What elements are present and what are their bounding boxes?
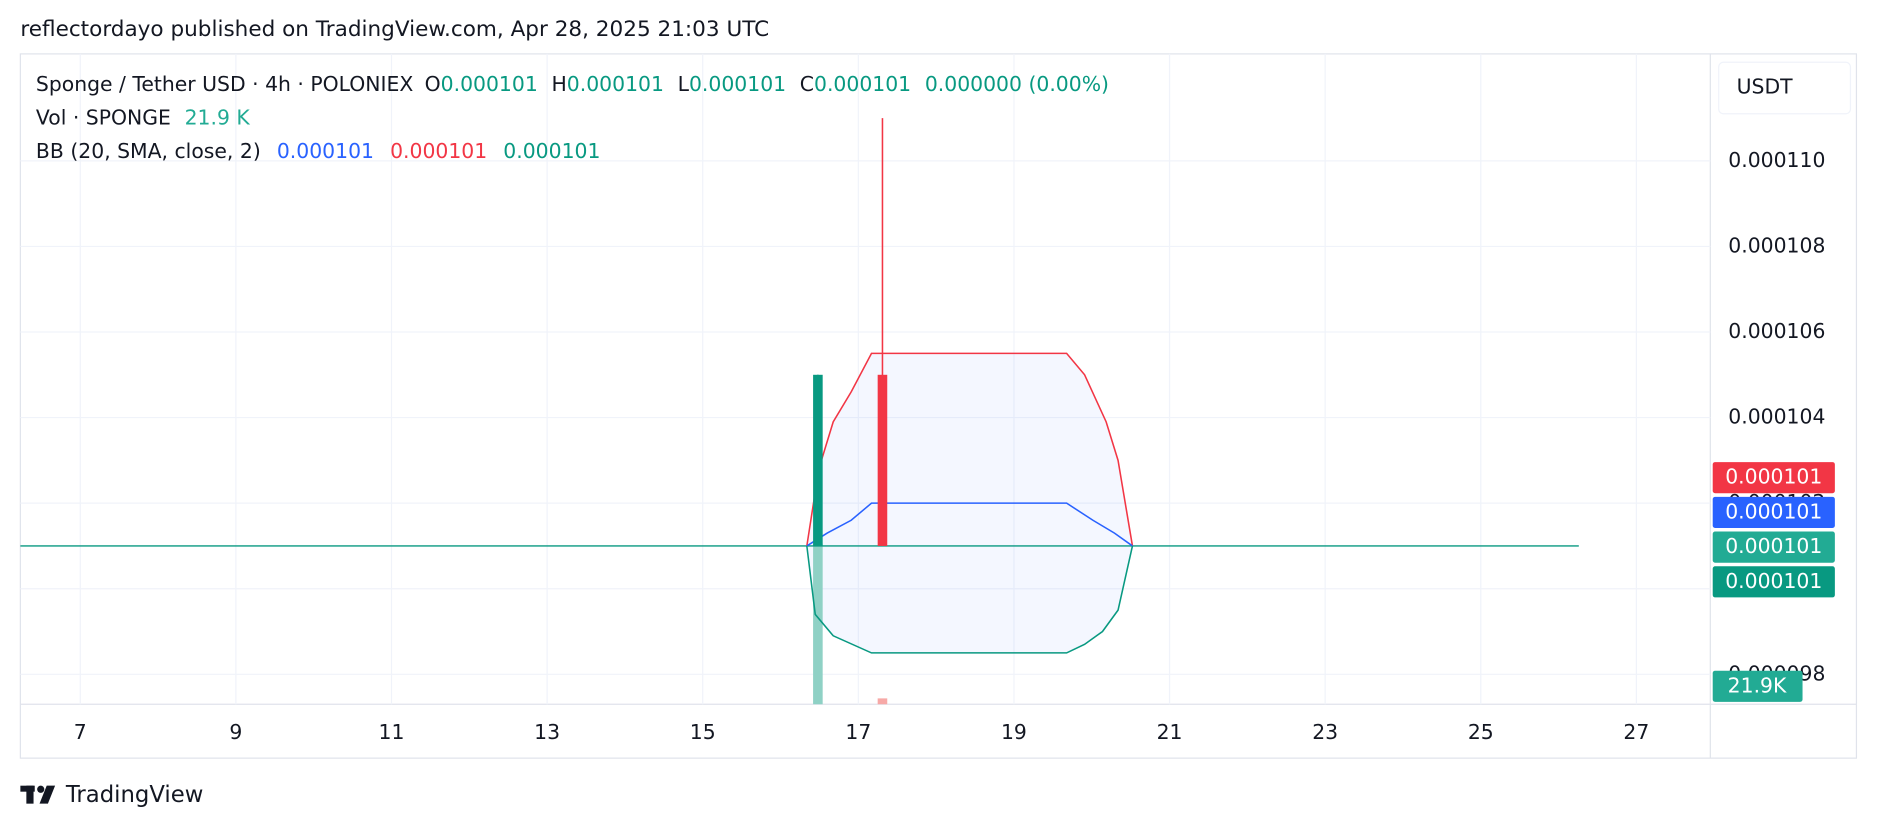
open-label: O xyxy=(425,72,441,96)
bb-upper xyxy=(806,352,1134,547)
axes: 7 9 11 13 15 17 19 21 23 25 27 0.000110 0.000108 0.00… xyxy=(74,148,1835,744)
bb-lower: 0.000101 xyxy=(503,139,600,163)
price-badge-label: 0.000101 xyxy=(1725,569,1822,593)
change: 0.000000 (0.00%) xyxy=(925,72,1109,96)
low-label: L xyxy=(678,72,690,96)
x-tick-label: 23 xyxy=(1312,720,1338,744)
bb-lower xyxy=(806,545,1134,654)
volume-value: 21.9 K xyxy=(185,106,251,130)
legend-main: Sponge / Tether USD · 4h · POLONIEX O0.0… xyxy=(36,72,1109,96)
bb-basis xyxy=(806,502,1133,547)
high-label: H xyxy=(551,72,566,96)
x-tick-label: 11 xyxy=(379,720,405,744)
price-badge xyxy=(1712,566,1835,598)
x-tick-label: 13 xyxy=(534,720,560,744)
close-label: C xyxy=(800,72,814,96)
plot xyxy=(20,118,1579,705)
volume-bar xyxy=(813,543,823,705)
x-tick-label: 25 xyxy=(1468,720,1494,744)
high-value: 0.000101 xyxy=(567,72,664,96)
chart-frame xyxy=(19,53,1858,759)
bb-label: BB (20, SMA, close, 2) xyxy=(36,139,261,163)
price-badge xyxy=(1712,496,1835,528)
bb-upper: 0.000101 xyxy=(390,139,487,163)
price-badge-label: 0.000101 xyxy=(1725,499,1822,523)
volume-badge-label: 21.9K xyxy=(1728,673,1787,697)
x-tick-label: 27 xyxy=(1623,720,1649,744)
x-tick-label: 19 xyxy=(1001,720,1027,744)
open-value: 0.000101 xyxy=(441,72,538,96)
symbol: Sponge / Tether USD · 4h · POLONIEX xyxy=(36,72,413,96)
bb-basis: 0.000101 xyxy=(277,139,374,163)
volume-bar xyxy=(877,698,888,705)
y-tick-label: 0.000106 xyxy=(1728,319,1825,343)
volume-badge xyxy=(1712,670,1803,702)
x-tick-label: 21 xyxy=(1157,720,1183,744)
logo-part xyxy=(26,785,34,804)
price-badge-label: 0.000101 xyxy=(1725,534,1822,558)
brand: TradingView xyxy=(65,782,203,808)
price-badge-label: 0.000101 xyxy=(1725,465,1822,489)
legend-volume: Vol · SPONGE 21.9 K xyxy=(36,106,250,130)
candle-body xyxy=(813,374,823,546)
x-tick-label: 17 xyxy=(845,720,871,744)
price-badge xyxy=(1712,531,1835,563)
grid xyxy=(20,53,1711,705)
logo-part xyxy=(39,785,56,804)
x-tick-label: 7 xyxy=(74,720,87,744)
candle-body xyxy=(877,374,888,546)
currency[interactable]: USDT xyxy=(1737,74,1794,98)
currency-button[interactable] xyxy=(1718,61,1852,115)
legend-bb: BB (20, SMA, close, 2) 0.000101 0.000101… xyxy=(36,139,601,163)
volume-label: Vol · SPONGE xyxy=(36,106,171,130)
brand-logo xyxy=(20,785,56,804)
y-tick-label: 0.000110 xyxy=(1728,148,1825,172)
low-value: 0.000101 xyxy=(689,72,786,96)
x-tick-label: 9 xyxy=(229,720,242,744)
header: reflectordayo published on TradingView.c… xyxy=(20,17,769,42)
y-tick-label: 0.000108 xyxy=(1728,233,1825,257)
x-tick-label: 15 xyxy=(690,720,716,744)
logo-part xyxy=(37,785,45,793)
price-badge xyxy=(1712,462,1835,494)
y-tick-label: 0.000104 xyxy=(1728,405,1825,429)
close-value: 0.000101 xyxy=(814,72,911,96)
